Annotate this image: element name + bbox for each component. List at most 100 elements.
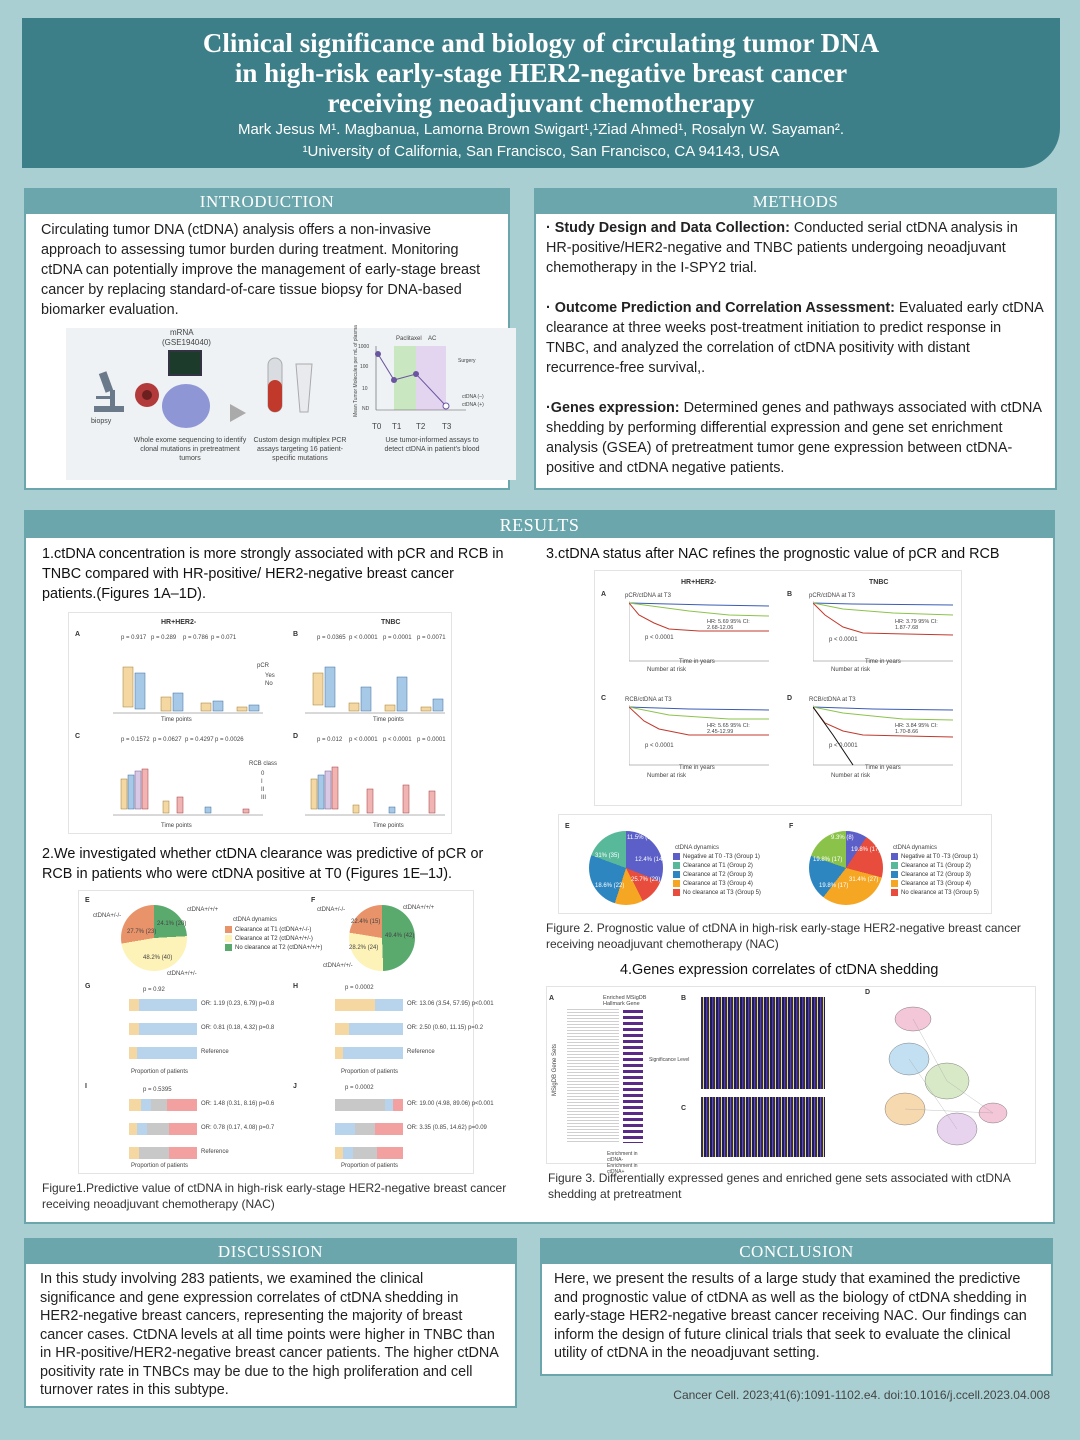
time-label: Time in years: [865, 765, 901, 771]
panel-label-A: A: [601, 591, 607, 598]
conclusion-heading: CONCLUSION: [542, 1240, 1051, 1264]
fig3-xlabel: Enrichment in ctDNA- Enrichment in ctDNA…: [607, 1151, 638, 1175]
panel-label-G: G: [85, 983, 91, 990]
pval-C: p = 0.0627: [153, 737, 182, 743]
pie-cat-label: ctDNA+/+/-: [167, 971, 197, 977]
pval-D: p = 0.012: [317, 737, 343, 743]
fig2-panel-a-title: pCR/ctDNA at T3: [625, 593, 671, 599]
pval-B: p = 0.0001: [383, 635, 412, 641]
risk-label: Number at risk: [831, 773, 871, 779]
microscope-icon: [94, 371, 124, 412]
fig2F-label: 19.8% (17): [851, 847, 881, 853]
panel-label-B: B: [681, 995, 687, 1002]
pval-A: p = 0.786: [183, 635, 209, 641]
fig2-panel-c-title: RCB/ctDNA at T3: [625, 697, 672, 703]
hr-B: HR: 3.79 95% CI: 1.87-7.68: [895, 619, 938, 631]
paclitaxel-label: Paclitaxel: [396, 336, 422, 342]
fig3-significance-label: Significance Level: [649, 1057, 690, 1063]
pie-chart-E: [121, 905, 187, 971]
or-I: OR: 1.48 (0.31, 8.16) p=0.6: [201, 1101, 275, 1107]
figure-3-caption: Figure 3. Differentially expressed genes…: [548, 1171, 1011, 1201]
figure-1-boxplots: HR+HER2- TNBC A B C D p = 0.917 p = 0.28…: [68, 612, 452, 834]
methods-item-1-text: Conducted serial ctDNA analysis in HR-po…: [546, 220, 1018, 276]
fig2-legend-item: No clearance at T3 (Group 5): [891, 889, 979, 898]
legend-ctdna-neg: ctDNA (–): [462, 394, 484, 400]
km-curve-C: [629, 705, 769, 766]
km-curve-A: [629, 601, 769, 662]
pieF-label: 28.2% (24): [349, 945, 379, 951]
poster-title-line-1: Clinical significance and biology of cir…: [202, 28, 880, 58]
affiliation: ¹University of California, San Francisco…: [302, 143, 780, 160]
fig1-rcb-legend-title: RCB class: [249, 761, 278, 767]
fig1-dyn-label: Clearance at T2 (ctDNA+/+/-): [235, 936, 313, 943]
enrichment-dotplot: [623, 1007, 643, 1143]
fig2E-label: 25.7% (29): [631, 877, 661, 883]
panel-label-I: I: [85, 1083, 87, 1090]
pval-B: p < 0.0001: [829, 637, 858, 643]
fig2-hr-title: HR+HER2-: [681, 579, 717, 586]
poster-title-line-2: in high-risk early-stage HER2-negative b…: [234, 58, 848, 88]
panel-label-A: A: [75, 631, 81, 638]
pie-chart-fig2-F: [809, 831, 883, 905]
pie-cat-label: ctDNA+/+/+: [403, 905, 435, 911]
bar-H: [335, 999, 403, 1059]
fig3-ylabel: MSigDB Gene Sets: [552, 1043, 559, 1097]
pie-chart-F: [349, 905, 415, 971]
pie-cat-label: ctDNA+/-/-: [93, 913, 122, 919]
fig2-legend-label: Clearance at T2 (Group 3): [683, 872, 753, 879]
results-section-3: 3.ctDNA status after NAC refines the pro…: [546, 546, 1000, 562]
pval-C: p = 0.0026: [215, 737, 244, 743]
results-section-4: 4.Genes expression correlates of ctDNA s…: [620, 962, 939, 978]
mrna-label: mRNA: [170, 328, 194, 337]
panel-label-F: F: [311, 897, 316, 904]
conclusion-panel: CONCLUSION Here, we present the results …: [540, 1238, 1053, 1376]
fig2F-label: 31.4% (27): [849, 877, 879, 883]
step1-label: Whole exome sequencing to identify clona…: [133, 437, 247, 462]
hr-C: HR: 5.65 95% CI: 2.45-12.99: [707, 723, 750, 735]
boxplot-B: [305, 666, 445, 714]
figure-1-caption: Figure1.Predictive value of ctDNA in hig…: [42, 1181, 507, 1211]
methods-heading: METHODS: [536, 190, 1055, 214]
intro-yaxis-label: Mean Tumor Molecules per mL of plasma: [352, 325, 359, 417]
pval-D: p = 0.0001: [417, 737, 446, 743]
fig2-legend-label: No clearance at T3 (Group 5): [901, 890, 979, 897]
fig2F-legend: Negative at T0 -T3 (Group 1) Clearance a…: [891, 853, 979, 898]
arrow-icon: [230, 404, 246, 422]
bar-G: [129, 999, 197, 1059]
pval-D: p < 0.0001: [349, 737, 378, 743]
fig1-timepoints-label: Time points: [161, 717, 192, 723]
intro-ytick: ND: [362, 406, 370, 412]
fig2-legend-item: Negative at T0 -T3 (Group 1): [673, 853, 761, 862]
introduction-heading: INTRODUCTION: [26, 190, 508, 214]
figure-1-clearance: E F 27.7% (23) 24.1% (20) 48.2% (40) 22.…: [78, 890, 494, 1174]
hr-A: HR: 5.69 95% CI: 2.68-12.06: [707, 619, 750, 631]
step3-label: Use tumor-informed assays to detect ctDN…: [384, 437, 480, 453]
methods-text: · Study Design and Data Collection: Cond…: [536, 214, 1055, 502]
fig1-dyn-item-3: No clearance at T2 (ctDNA+/+/+): [225, 944, 322, 953]
panel-label-E: E: [85, 897, 90, 904]
fig2-tnbc-title: TNBC: [869, 579, 889, 586]
surgery-label: Surgery: [458, 358, 476, 364]
fig2-legend-item: Clearance at T3 (Group 4): [673, 880, 761, 889]
or-H: OR: 2.50 (0.60, 11.15) p=0.2: [407, 1025, 484, 1031]
fig2F-dyn-title: ctDNA dynamics: [893, 845, 938, 851]
fig1-dyn-item-2: Clearance at T2 (ctDNA+/+/-): [225, 935, 313, 944]
methods-panel: METHODS · Study Design and Data Collecti…: [534, 188, 1057, 490]
fig1-timepoints-label: Time points: [373, 823, 404, 829]
methods-item-3: ·Genes expression: Determined genes and …: [546, 398, 1045, 478]
pieE-label: 27.7% (23): [127, 929, 157, 935]
pie-cat-label: ctDNA+/+/-: [323, 963, 353, 969]
poster-header: Clinical significance and biology of cir…: [22, 18, 1060, 168]
pval-A: p = 0.917: [121, 635, 147, 641]
fig2-legend-label: Clearance at T3 (Group 4): [901, 881, 971, 888]
fig2-legend-label: Clearance at T1 (Group 2): [683, 863, 753, 870]
hr-D: HR: 3.84 95% CI: 1.70-8.66: [895, 723, 938, 735]
authors: Mark Jesus M¹. Magbanua, Lamorna Brown S…: [237, 121, 845, 138]
fig2-panel-d-title: RCB/ctDNA at T3: [809, 697, 856, 703]
intro-ytick: 1000: [358, 344, 370, 350]
fig1-prop-xlabel: Proportion of patients: [341, 1163, 399, 1169]
pval-D: p < 0.0001: [829, 743, 858, 749]
boxplot-A: [113, 666, 263, 714]
pval-A: p < 0.0001: [645, 635, 674, 641]
panel-label-C: C: [601, 695, 607, 702]
